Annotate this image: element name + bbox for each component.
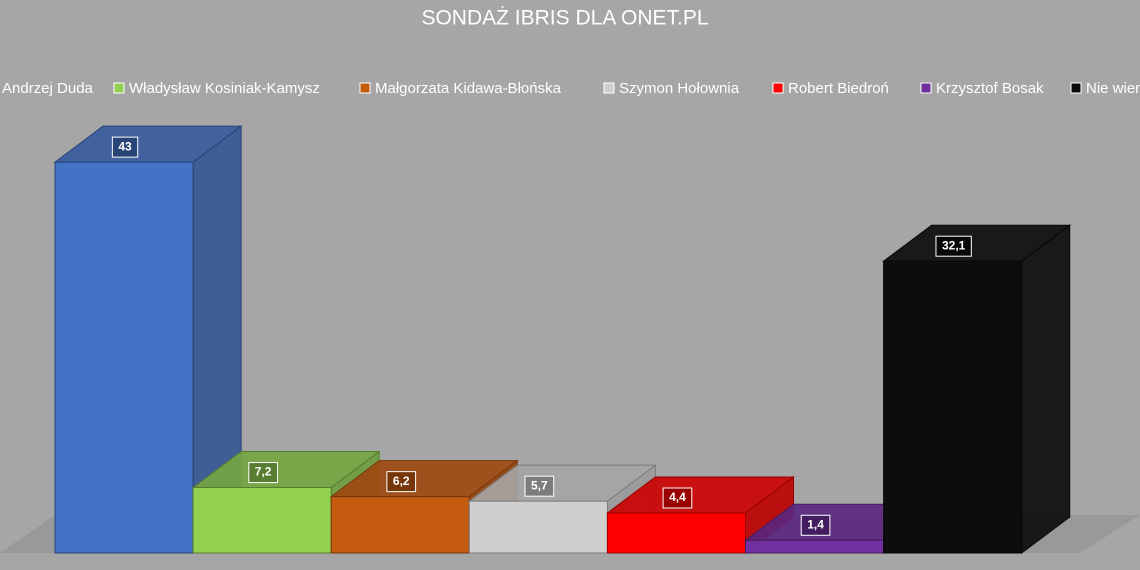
bar: [745, 539, 885, 554]
data-label-box: [662, 487, 693, 509]
data-label: 7,2: [255, 465, 272, 479]
bar: [468, 500, 608, 554]
legend-label: Szymon Hołownia: [619, 80, 740, 97]
bar: [883, 260, 1023, 554]
data-label-box: [386, 471, 417, 493]
data-label: 43: [118, 139, 132, 153]
legend-label: Krzysztof Bosak: [936, 80, 1044, 97]
legend-label: Małgorzata Kidawa-Błońska: [375, 80, 562, 97]
chart-title: SONDAŻ IBRIS DLA ONET.PL: [421, 7, 708, 30]
data-label-box: [524, 475, 555, 497]
bar-side: [1021, 224, 1071, 555]
legend-swatch: [772, 82, 784, 94]
legend-swatch: [920, 82, 932, 94]
legend-swatch: [113, 82, 125, 94]
data-label: 32,1: [942, 238, 966, 252]
legend-label: Robert Biedroń: [788, 80, 889, 97]
legend-label: Nie wiem: [1086, 80, 1140, 97]
legend-swatch: [359, 82, 371, 94]
data-label-box: [248, 462, 278, 484]
data-label: 6,2: [393, 474, 410, 488]
legend-label: Andrzej Duda: [2, 80, 94, 97]
data-label-box: [935, 235, 972, 257]
data-label: 1,4: [807, 517, 824, 531]
data-label: 4,4: [669, 490, 686, 504]
legend-label: Władysław Kosiniak-Kamysz: [129, 80, 320, 97]
legend-swatch: [1070, 82, 1082, 94]
bar: [192, 487, 332, 554]
legend-swatch: [603, 82, 615, 94]
data-label: 5,7: [531, 478, 548, 492]
bar: [606, 512, 747, 554]
data-label-box: [800, 514, 831, 536]
bar: [54, 161, 194, 554]
bar: [330, 496, 470, 554]
data-label-box: [111, 136, 139, 158]
